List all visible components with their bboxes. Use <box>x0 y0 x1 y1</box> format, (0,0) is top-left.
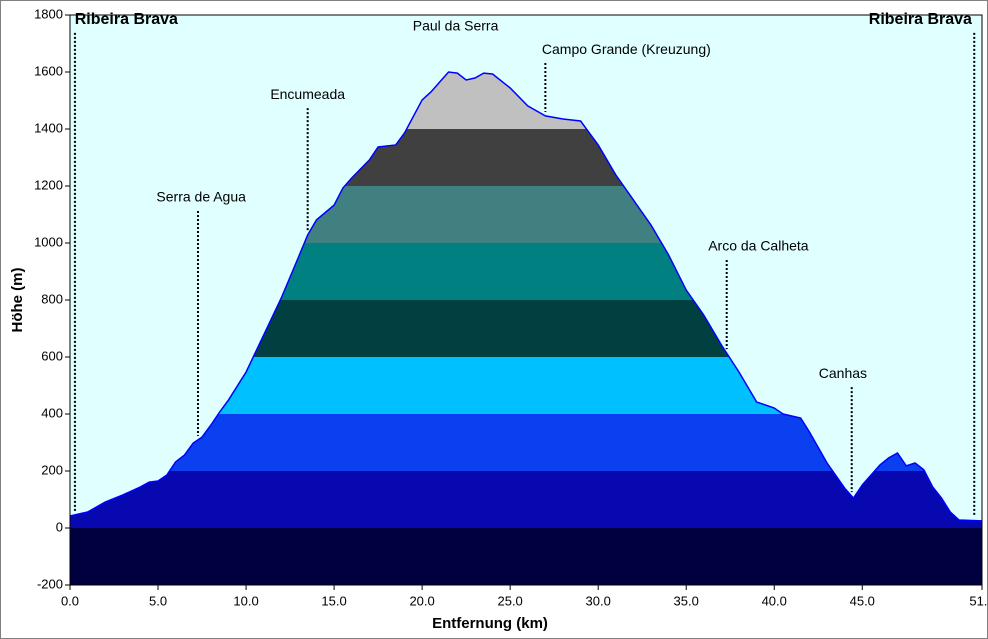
y-tick-label: 600 <box>41 348 63 363</box>
y-tick-label: 1400 <box>34 120 63 135</box>
annotation-label: Serra de Agua <box>156 189 246 205</box>
x-tick-label: 25.0 <box>497 593 522 608</box>
annotation-label: Encumeada <box>270 86 345 102</box>
x-tick-label: 35.0 <box>674 593 699 608</box>
x-tick-label: 15.0 <box>321 593 346 608</box>
x-tick-label: 51.8 <box>969 593 988 608</box>
annotation-label: Campo Grande (Kreuzung) <box>542 41 711 57</box>
elevation-band <box>70 528 982 585</box>
annotation-label: Canhas <box>819 365 867 381</box>
y-tick-label: 200 <box>41 462 63 477</box>
y-tick-label: 800 <box>41 291 63 306</box>
x-tick-label: 45.0 <box>850 593 875 608</box>
x-tick-label: 0.0 <box>61 593 79 608</box>
annotation-label: Ribeira Brava <box>75 11 178 28</box>
y-tick-label: 1000 <box>34 234 63 249</box>
annotation-label: Paul da Serra <box>413 18 499 34</box>
x-tick-label: 40.0 <box>762 593 787 608</box>
y-tick-label: 1800 <box>34 6 63 21</box>
annotation-label: Ribeira Brava <box>869 11 972 28</box>
x-tick-label: 10.0 <box>233 593 258 608</box>
y-tick-label: -200 <box>37 576 63 591</box>
x-tick-label: 20.0 <box>409 593 434 608</box>
x-tick-label: 30.0 <box>586 593 611 608</box>
x-axis-title: Entfernung (km) <box>432 615 548 632</box>
y-tick-label: 400 <box>41 405 63 420</box>
y-tick-label: 1200 <box>34 177 63 192</box>
y-tick-label: 1600 <box>34 63 63 78</box>
annotation-label: Arco da Calheta <box>708 238 809 254</box>
y-axis-title: Höhe (m) <box>9 268 26 333</box>
elevation-band <box>70 471 982 528</box>
profile-line <box>69 71 983 522</box>
y-tick-label: 0 <box>56 519 63 534</box>
x-tick-label: 5.0 <box>149 593 167 608</box>
